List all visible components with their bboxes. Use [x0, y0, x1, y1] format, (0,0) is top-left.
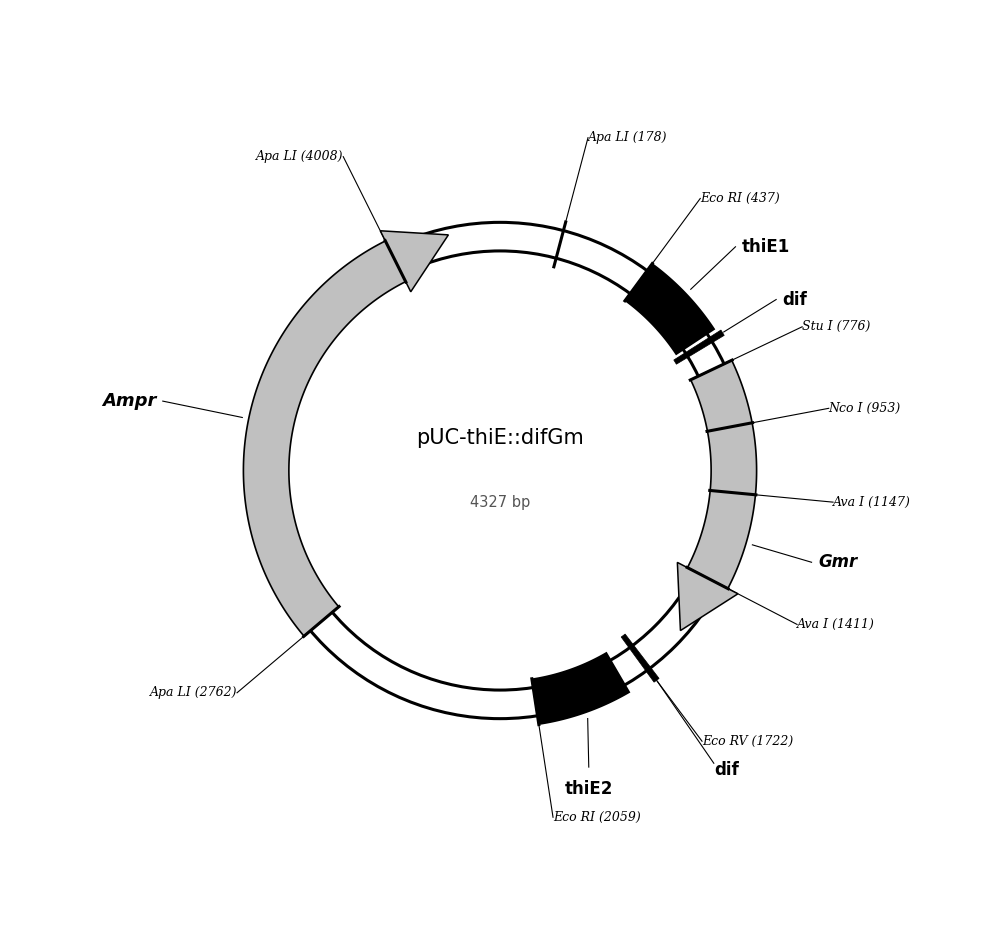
Text: Apa LI (178): Apa LI (178)	[588, 131, 668, 144]
Text: dif: dif	[783, 291, 807, 309]
Text: Gmr: Gmr	[818, 553, 857, 571]
Polygon shape	[625, 263, 714, 354]
Polygon shape	[674, 330, 724, 364]
Text: Ava I (1147): Ava I (1147)	[833, 496, 911, 509]
Text: Nco I (953): Nco I (953)	[829, 402, 901, 415]
Text: Apa LI (4008): Apa LI (4008)	[256, 151, 343, 163]
Polygon shape	[687, 360, 757, 588]
Text: Apa LI (2762): Apa LI (2762)	[150, 686, 237, 699]
Text: Eco RI (437): Eco RI (437)	[700, 192, 780, 205]
Text: Stu I (776): Stu I (776)	[802, 320, 870, 333]
Polygon shape	[532, 653, 629, 725]
Text: Ampr: Ampr	[102, 392, 156, 410]
Polygon shape	[380, 231, 448, 292]
Text: pUC-thiE::difGm: pUC-thiE::difGm	[416, 428, 584, 448]
Text: Eco RI (2059): Eco RI (2059)	[553, 811, 641, 823]
Text: thiE1: thiE1	[742, 238, 790, 256]
Polygon shape	[243, 241, 406, 636]
Polygon shape	[621, 634, 659, 682]
Text: Eco RV (1722): Eco RV (1722)	[702, 735, 793, 748]
Text: 4327 bp: 4327 bp	[470, 496, 530, 510]
Polygon shape	[677, 563, 738, 630]
Text: thiE2: thiE2	[565, 780, 613, 798]
Text: dif: dif	[714, 760, 739, 779]
Text: Ava I (1411): Ava I (1411)	[797, 618, 875, 630]
